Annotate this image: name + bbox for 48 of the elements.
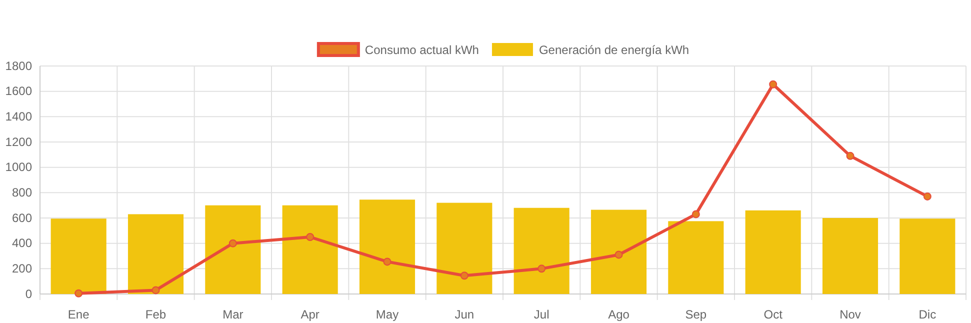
x-tick-label: Jun [454, 308, 474, 322]
point [152, 286, 160, 294]
legend-label: Generación de energía kWh [538, 43, 690, 57]
point [460, 272, 468, 280]
point [769, 80, 778, 88]
bar [668, 221, 724, 294]
y-tick-label: 200 [12, 262, 32, 276]
y-tick-label: 800 [12, 186, 32, 200]
legend-label: Consumo actual kWh [364, 43, 479, 57]
x-tick-label: Oct [764, 308, 784, 322]
y-tick-label: 0 [25, 286, 32, 301]
y-tick-label: 1200 [5, 134, 32, 149]
x-tick-label: Ago [608, 308, 630, 322]
bar [359, 200, 416, 294]
bar [436, 202, 492, 294]
x-tick-label: Nov [840, 308, 861, 322]
point [923, 192, 932, 200]
point [74, 289, 83, 298]
point [692, 210, 700, 218]
bar [282, 205, 338, 294]
bar [745, 210, 801, 294]
x-tick-label: Mar [222, 308, 244, 322]
point [228, 239, 237, 248]
bar [128, 214, 184, 294]
y-tick-label: 1600 [5, 84, 32, 98]
bar [205, 205, 261, 294]
y-tick-label: 600 [12, 210, 32, 225]
point [306, 233, 314, 241]
point [383, 258, 392, 266]
bar [50, 218, 106, 294]
x-tick-label: Ene [68, 308, 90, 322]
point [538, 264, 546, 273]
y-tick-label: 400 [12, 236, 32, 250]
bar [822, 218, 878, 294]
x-tick-label: Feb [145, 308, 166, 322]
x-tick-label: May [376, 308, 399, 322]
bar [900, 218, 956, 294]
point [846, 152, 854, 160]
x-tick-label: Apr [300, 308, 320, 322]
point [614, 250, 623, 259]
x-tick-label: Jul [534, 308, 550, 322]
y-tick-label: 1800 [5, 58, 32, 73]
y-tick-label: 1000 [5, 160, 32, 174]
y-tick-label: 1400 [5, 110, 32, 124]
bar [590, 210, 647, 294]
x-tick-label: Sep [685, 308, 707, 322]
x-tick-label: Dic [918, 308, 936, 322]
bar [514, 208, 570, 294]
